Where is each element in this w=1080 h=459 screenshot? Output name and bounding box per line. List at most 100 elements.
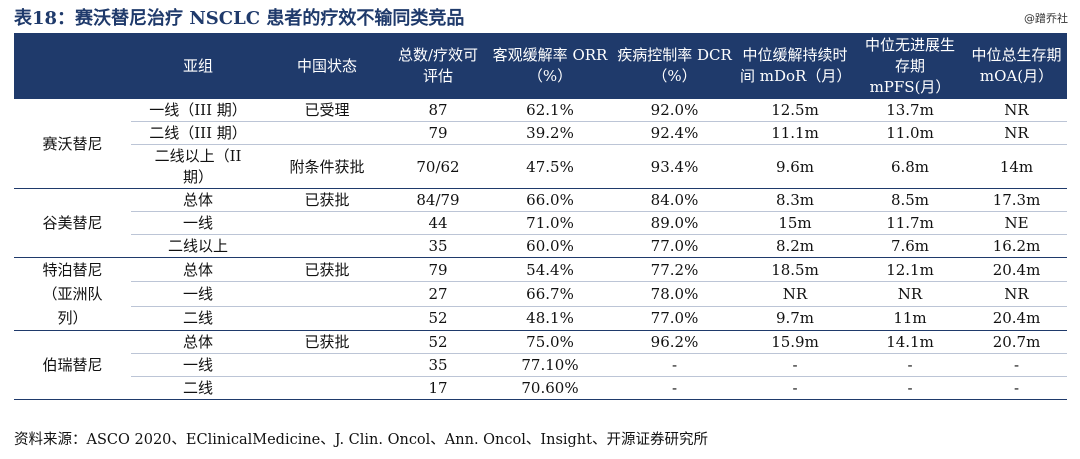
value-cell: 17.3m [966,188,1067,212]
value-cell: 14.1m [854,330,966,354]
subgroup-cell: 总体 [131,257,265,283]
value-cell: 11m [854,306,966,332]
value-cell: 44 [389,211,487,235]
value-cell: 11.7m [854,211,966,235]
status-cell [265,306,389,332]
subgroup-cell: 二线以上（II 期） [131,144,265,189]
value-cell: 96.2% [613,330,736,354]
value-cell: NR [966,121,1067,145]
value-cell: 89.0% [613,211,736,235]
value-cell: 79 [389,257,487,283]
drug-name: 伯瑞替尼 [42,356,103,374]
status-cell [265,211,389,235]
value-cell: 7.6m [854,234,966,258]
header-cell: 中位总生存期 mOA(月） [966,33,1067,99]
value-cell: - [854,353,966,377]
status-cell [265,281,389,307]
status-cell [265,376,389,400]
value-cell: 66.7% [487,281,613,307]
subgroup-cell: 一线 [131,211,265,235]
value-cell: 20.7m [966,330,1067,354]
header-cell: 疾病控制率 DCR（%） [613,33,736,99]
subgroup-cell: 总体 [131,188,265,212]
value-cell: 12.1m [854,257,966,283]
source-note: 资料来源：ASCO 2020、EClinicalMedicine、J. Clin… [14,432,708,448]
subgroup-cell: 二线 [131,376,265,400]
value-cell: NR [736,281,854,307]
table-row: 二线以上 35 60.0% 77.0% 8.2m 7.6m 16.2m [14,234,1067,258]
value-cell: - [966,376,1067,400]
value-cell: 93.4% [613,144,736,189]
table-row: 一线 35 77.10% - - - - [14,353,1067,377]
drug-name-cell: 伯瑞替尼 [14,330,131,400]
value-cell: 14m [966,144,1067,189]
value-cell: 39.2% [487,121,613,145]
value-cell: 35 [389,353,487,377]
subgroup-cell: 二线（III 期） [131,121,265,145]
value-cell: 48.1% [487,306,613,332]
value-cell: 66.0% [487,188,613,212]
value-cell: 92.0% [613,99,736,122]
value-cell: 20.4m [966,306,1067,332]
value-cell: 6.8m [854,144,966,189]
value-cell: - [736,353,854,377]
drug-name-cell: 特泊替尼（亚洲队列） [14,257,131,331]
status-cell [265,234,389,258]
value-cell: 11.0m [854,121,966,145]
value-cell: 15m [736,211,854,235]
value-cell: - [613,353,736,377]
value-cell: 8.2m [736,234,854,258]
value-cell: 71.0% [487,211,613,235]
value-cell: - [613,376,736,400]
table-row: 二线以上（II 期） 附条件获批 70/62 47.5% 93.4% 9.6m 6.8m 14… [14,144,1067,189]
status-cell [265,353,389,377]
value-cell: 15.9m [736,330,854,354]
value-cell: 11.1m [736,121,854,145]
header-cell: 亚组 [131,33,265,99]
value-cell: NR [966,99,1067,122]
value-cell: - [966,353,1067,377]
table-body: 赛沃替尼 一线（III 期） 已受理 87 62.1% 92.0% 12.5m 13.7m NR… [14,99,1067,400]
value-cell: 77.10% [487,353,613,377]
value-cell: 92.4% [613,121,736,145]
table-row: 二线 52 48.1% 77.0% 9.7m 11m 20.4m [14,306,1067,332]
table-row: 特泊替尼（亚洲队列） 总体 已获批 79 54.4% 77.2% 18.5m 12.1m 20.… [14,257,1067,331]
value-cell: 8.3m [736,188,854,212]
status-cell [265,121,389,145]
drug-name: 特泊替尼（亚洲队列） [42,261,103,327]
subgroup-cell: 一线 [131,281,265,307]
header-cell: 总数/疗效可评估 [389,33,487,99]
value-cell: 13.7m [854,99,966,122]
value-cell: 54.4% [487,257,613,283]
value-cell: 70.60% [487,376,613,400]
value-cell: 9.7m [736,306,854,332]
header-cell: 中位无进展生存期 mPFS(月） [854,33,966,99]
table-row: 一线 44 71.0% 89.0% 15m 11.7m NE [14,211,1067,235]
table-row: 一线 27 66.7% 78.0% NR NR NR [14,281,1067,307]
subgroup-cell: 总体 [131,330,265,354]
value-cell: NE [966,211,1067,235]
status-cell: 已获批 [265,188,389,212]
value-cell: 84/79 [389,188,487,212]
status-cell: 已获批 [265,330,389,354]
value-cell: 70/62 [389,144,487,189]
header-cell: 中位缓解持续时间 mDoR（月） [736,33,854,99]
header-cell [14,33,131,99]
subgroup-cell: 二线以上 [131,234,265,258]
drug-name: 赛沃替尼 [42,134,103,153]
status-cell: 已获批 [265,257,389,283]
table-row: 伯瑞替尼 总体 已获批 52 75.0% 96.2% 15.9m 14.1m 20.7m [14,330,1067,400]
value-cell: 78.0% [613,281,736,307]
subgroup-cell: 一线 [131,353,265,377]
value-cell: NR [966,281,1067,307]
value-cell: 77.0% [613,306,736,332]
value-cell: 20.4m [966,257,1067,283]
table-row: 谷美替尼 总体 已获批 84/79 66.0% 84.0% 8.3m 8.5m 17.3m [14,188,1067,258]
table-title: 表18：赛沃替尼治疗 NSCLC 患者的疗效不输同类竞品 [14,8,465,29]
table-row: 二线 17 70.60% - - - - [14,376,1067,400]
value-cell: 18.5m [736,257,854,283]
value-cell: 35 [389,234,487,258]
drug-name-cell: 赛沃替尼 [14,99,131,189]
value-cell: 27 [389,281,487,307]
status-cell: 附条件获批 [265,144,389,189]
